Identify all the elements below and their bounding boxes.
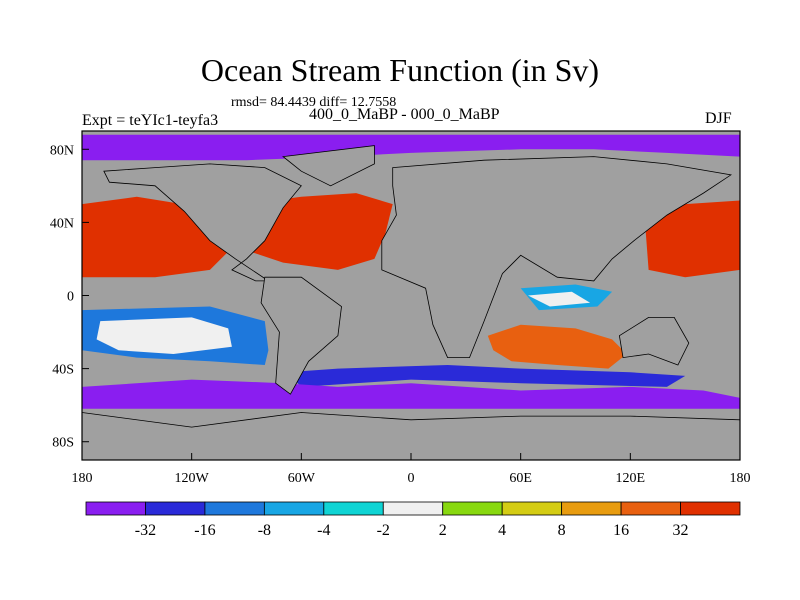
colorbar: -32 -16 -8 -4 -2 2 4 8 16 32 — [85, 501, 741, 539]
experiment-label: Expt = teYIc1-teyfa3 — [82, 112, 219, 129]
colorbar-label: -4 — [317, 522, 330, 539]
x-tick-label: 0 — [408, 471, 415, 486]
land-antarctica — [82, 412, 740, 460]
colorbar-swatch — [442, 501, 503, 516]
land-north-america — [103, 163, 302, 282]
colorbar-label: 32 — [673, 522, 689, 539]
colorbar-label: 4 — [498, 522, 506, 539]
period-label: 400_0_MaBP - 000_0_MaBP — [309, 106, 500, 123]
colorbar-label: -16 — [194, 522, 215, 539]
y-tick-label: 80N — [50, 143, 74, 158]
land-greenland — [282, 145, 375, 187]
x-tick-label: 60E — [509, 471, 532, 486]
stream-function-region — [96, 317, 232, 354]
x-tick-label: 180 — [730, 471, 751, 486]
colorbar-swatch — [620, 501, 681, 516]
colorbar-swatch — [501, 501, 563, 516]
colorbar-label: 2 — [439, 522, 447, 539]
y-tick-label: 40S — [52, 363, 74, 378]
y-tick-label: 40N — [50, 216, 74, 231]
chart-subtitle: rmsd= 84.4439 diff= 12.7558 — [231, 95, 397, 110]
x-tick-label: 180 — [72, 471, 93, 486]
colorbar-label: -2 — [377, 522, 390, 539]
stream-function-region — [82, 134, 740, 161]
colorbar-swatch — [680, 501, 741, 516]
stream-function-region — [487, 324, 627, 369]
colorbar-swatch — [204, 501, 265, 516]
x-tick-label: 60W — [288, 471, 316, 486]
stream-function-region — [82, 379, 740, 409]
axis-layer: 180 120W 60W 0 60E 120E 180 80N 40N 0 40S 80S — [50, 143, 751, 486]
map-layer — [82, 131, 740, 460]
x-tick-label: 120E — [616, 471, 646, 486]
colorbar-swatch — [323, 501, 384, 516]
stream-function-region — [286, 365, 686, 387]
x-tick-label: 120W — [175, 471, 210, 486]
land-south-america — [260, 276, 342, 395]
y-tick-label: 0 — [67, 290, 74, 305]
land-eurasia-africa — [381, 156, 732, 359]
chart-title: Ocean Stream Function (in Sv) — [200, 52, 600, 88]
season-label: DJF — [705, 110, 732, 127]
colorbar-swatch — [263, 501, 325, 516]
stream-function-region — [246, 193, 393, 270]
colorbar-label: 16 — [613, 522, 629, 539]
stream-function-region — [645, 200, 740, 278]
y-tick-label: 80S — [52, 436, 74, 451]
land-australia — [618, 316, 690, 366]
colorbar-swatch — [561, 501, 622, 516]
colorbar-label: 8 — [558, 522, 566, 539]
colorbar-label: -32 — [135, 522, 156, 539]
colorbar-swatch — [382, 501, 444, 516]
colorbar-swatch — [85, 501, 146, 516]
stream-function-region — [528, 291, 591, 307]
colorbar-swatch — [145, 501, 206, 516]
colorbar-label: -8 — [258, 522, 271, 539]
